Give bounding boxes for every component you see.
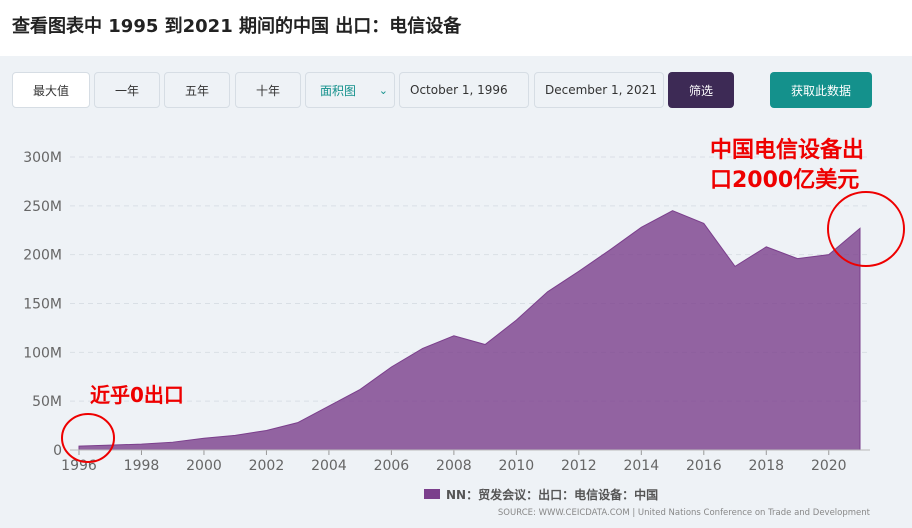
highlight-circle <box>827 191 905 267</box>
y-tick-label: 100M <box>23 345 62 361</box>
x-tick-label: 2000 <box>186 458 222 474</box>
x-tick-label: 2016 <box>686 458 722 474</box>
header: 查看图表中 1995 到2021 期间的中国 出口：电信设备 <box>0 0 912 56</box>
annotation: 口2000亿美元 <box>710 167 859 193</box>
y-tick-label: 250M <box>23 199 62 215</box>
end-date[interactable]: December 1, 2021 <box>534 72 664 108</box>
y-tick-label: 150M <box>23 297 62 313</box>
range-button[interactable]: 五年 <box>164 72 230 108</box>
y-tick-label: 50M <box>32 394 62 410</box>
area <box>78 210 861 451</box>
y-tick-label: 200M <box>23 248 62 264</box>
select-label: 面积图 <box>320 83 357 98</box>
x-tick-label: 1998 <box>124 458 160 474</box>
x-tick-label: 2014 <box>623 458 659 474</box>
y-tick-label: 300M <box>23 150 62 166</box>
chart-type-select[interactable]: 面积图 ⌄ <box>305 72 395 108</box>
source: SOURCE: WWW.CEICDATA.COM | United Nation… <box>498 508 871 518</box>
x-tick-label: 2008 <box>436 458 472 474</box>
range-button[interactable]: 最大值 <box>12 72 90 108</box>
x-tick-label: 2020 <box>811 458 847 474</box>
y-tick-label: 0 <box>53 443 62 459</box>
chevron: ⌄ <box>378 83 388 97</box>
annotation: 中国电信设备出 <box>710 137 864 163</box>
annotation: 近乎0出口 <box>90 383 184 407</box>
x-tick-label: 2018 <box>748 458 784 474</box>
x-tick-label: 2002 <box>249 458 285 474</box>
page-title: 查看图表中 1995 到2021 期间的中国 出口：电信设备 <box>12 16 462 37</box>
x-tick-label: 2012 <box>561 458 597 474</box>
range-button[interactable]: 一年 <box>94 72 160 108</box>
highlight-circle <box>61 413 115 463</box>
download-button[interactable]: 获取此数据 <box>770 72 872 108</box>
start-date[interactable]: October 1, 1996 <box>399 72 529 108</box>
x-tick-label: 2004 <box>311 458 347 474</box>
x-tick-label: 2010 <box>499 458 535 474</box>
filter-button[interactable]: 筛选 <box>668 72 734 108</box>
range-button[interactable]: 十年 <box>235 72 301 108</box>
legend-swatch <box>424 489 440 499</box>
legend-label: NN：贸发会议：出口：电信设备：中国 <box>446 487 658 502</box>
x-tick-label: 2006 <box>374 458 410 474</box>
